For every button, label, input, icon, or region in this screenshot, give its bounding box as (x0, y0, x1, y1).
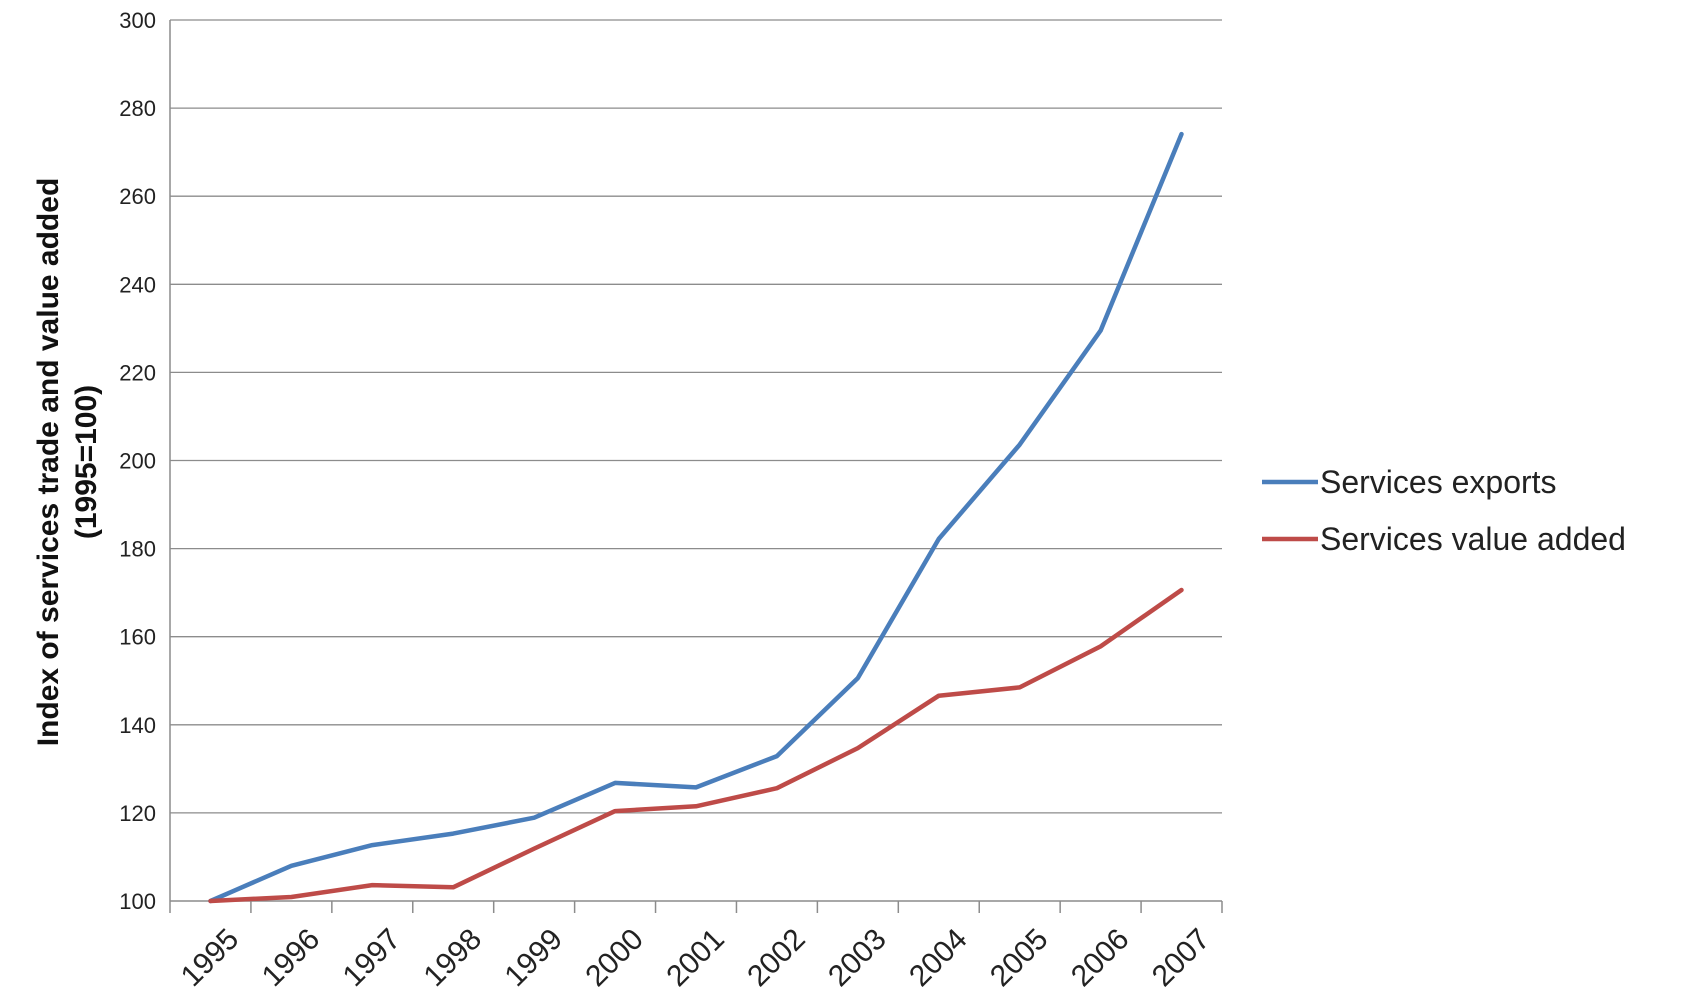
x-tick-2000: 2000 (579, 923, 650, 994)
series-line-1 (208, 131, 1184, 904)
gridlines (170, 19, 1222, 814)
x-tick-2005: 2005 (984, 923, 1055, 994)
x-tick-labels: 1995 1996 1997 1998 1999 2000 2001 2002 2003 2004… (175, 923, 1217, 994)
y-tick-240: 240 (119, 272, 156, 297)
y-axis-label-line1: Index of services trade and value added (32, 178, 65, 747)
y-tick-160: 160 (119, 625, 156, 650)
x-tick-1999: 1999 (498, 923, 569, 994)
axes (169, 20, 1223, 913)
legend-label-2: Services value added (1320, 521, 1626, 557)
y-tick-220: 220 (119, 360, 156, 385)
series-line-2 (208, 587, 1184, 904)
x-tick-2003: 2003 (822, 923, 893, 994)
y-axis-label-line2: (1995=100) (70, 385, 103, 539)
series-lines (208, 131, 1184, 904)
x-tick-1997: 1997 (337, 923, 408, 994)
y-tick-280: 280 (119, 96, 156, 121)
y-tick-100: 100 (119, 889, 156, 914)
legend: Services exports Services value added (1262, 464, 1626, 557)
x-tick-1998: 1998 (418, 923, 489, 994)
y-tick-260: 260 (119, 184, 156, 209)
x-tick-1996: 1996 (256, 923, 327, 994)
y-tick-140: 140 (119, 713, 156, 738)
x-tick-2006: 2006 (1065, 923, 1136, 994)
x-tick-2007: 2007 (1146, 923, 1217, 994)
y-tick-200: 200 (119, 449, 156, 474)
x-tick-1995: 1995 (175, 923, 246, 994)
x-tick-2001: 2001 (660, 923, 731, 994)
x-tick-2002: 2002 (741, 923, 812, 994)
y-tick-labels: 100 120 140 160 180 200 220 240 260 280 300 (119, 8, 156, 914)
y-tick-300: 300 (119, 8, 156, 33)
y-tick-180: 180 (119, 537, 156, 562)
y-tick-120: 120 (119, 801, 156, 826)
legend-label-1: Services exports (1320, 464, 1557, 500)
x-tick-2004: 2004 (903, 923, 974, 994)
